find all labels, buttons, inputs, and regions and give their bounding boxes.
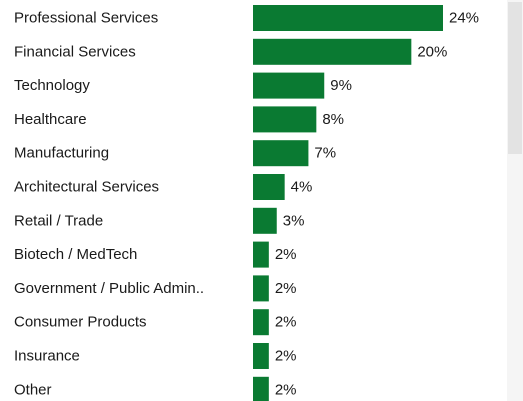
category-label-retail-trade: Retail / Trade: [14, 212, 103, 229]
bar-consumer-products: [253, 309, 269, 336]
category-label-consumer-products: Consumer Products: [14, 314, 147, 331]
category-label-technology: Technology: [14, 77, 90, 94]
category-labels: Professional Services Financial Services T…: [14, 10, 204, 399]
bar-healthcare: [253, 106, 317, 133]
value-label-professional-services: 24%: [449, 10, 479, 27]
value-label-government-public-admin: 2%: [275, 280, 297, 297]
value-labels: 24%20% 9% 8% 7%4% 3% 2% 2% 2% 2% 2%: [275, 10, 479, 399]
category-label-manufacturing: Manufacturing: [14, 145, 109, 162]
value-label-insurance: 2%: [275, 348, 297, 365]
bar-professional-services: [253, 5, 443, 31]
value-label-biotech-medtech: 2%: [275, 246, 297, 263]
category-label-other: Other: [14, 381, 52, 398]
category-label-healthcare: Healthcare: [14, 111, 87, 128]
bars: [253, 5, 443, 401]
bar-architectural-services: [253, 174, 285, 200]
value-label-manufacturing: 7%: [314, 145, 336, 162]
category-label-professional-services: Professional Services: [14, 10, 158, 27]
bar-insurance: [253, 343, 269, 369]
value-label-architectural-services: 4%: [291, 179, 313, 196]
value-label-other: 2%: [275, 381, 297, 398]
bar-financial-services: [253, 38, 412, 65]
value-label-consumer-products: 2%: [275, 314, 297, 331]
scrollbar-track[interactable]: [507, 0, 523, 401]
scrollbar-thumb[interactable]: [508, 2, 522, 154]
value-label-healthcare: 8%: [322, 111, 344, 128]
bar-biotech-medtech: [253, 241, 269, 268]
value-label-technology: 9%: [330, 77, 352, 94]
category-label-architectural-services: Architectural Services: [14, 179, 159, 196]
bar-government-public-admin: [253, 275, 269, 302]
category-label-financial-services: Financial Services: [14, 43, 136, 60]
value-label-financial-services: 20%: [417, 43, 447, 60]
bar-technology: [253, 72, 325, 99]
bar-manufacturing: [253, 140, 309, 167]
bar-other: [253, 376, 269, 401]
category-label-insurance: Insurance: [14, 348, 80, 365]
bar-chart: Professional Services Financial Services T…: [14, 5, 479, 401]
category-label-government-public-admin: Government / Public Admin..: [14, 280, 204, 297]
bar-retail-trade: [253, 207, 277, 234]
category-label-biotech-medtech: Biotech / MedTech: [14, 246, 137, 263]
value-label-retail-trade: 3%: [283, 212, 305, 229]
